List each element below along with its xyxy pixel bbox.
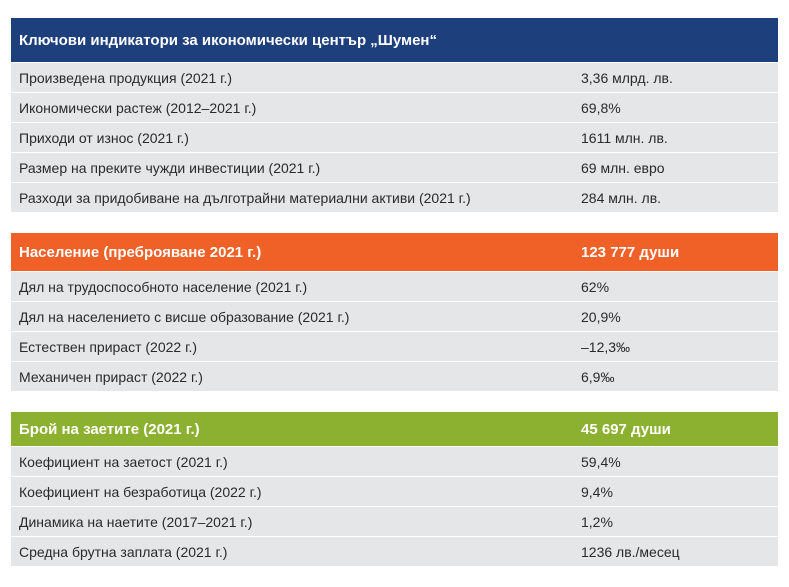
indicators-document: Ключови индикатори за икономически центъ… <box>11 18 778 587</box>
row-label: Коефициент на безработица (2022 г.) <box>19 483 262 500</box>
population-header: Население (преброяване 2021 г.) 123 777 … <box>11 233 778 271</box>
row-value: 284 млн. лв. <box>581 189 662 206</box>
row-value: 62% <box>581 278 610 295</box>
table-row: Коефициент на безработица (2022 г.) 9,4% <box>11 477 778 506</box>
table-row: Разходи за придобиване на дълготрайни ма… <box>11 183 778 212</box>
row-value: 69,8% <box>581 99 621 116</box>
row-value: 3,36 млрд. лв. <box>581 69 673 86</box>
row-label: Средна брутна заплата (2021 г.) <box>19 543 228 560</box>
economic-indicators-table: Ключови индикатори за икономически центъ… <box>11 18 778 212</box>
row-label: Коефициент на заетост (2021 г.) <box>19 453 228 470</box>
table-row: Икономически растеж (2012–2021 г.) 69,8% <box>11 93 778 122</box>
row-label: Дял на населението с висше образование (… <box>19 308 350 325</box>
economic-indicators-title: Ключови индикатори за икономически центъ… <box>11 18 778 62</box>
row-label: Размер на преките чужди инвестиции (2021… <box>19 159 321 176</box>
row-value: 1,2% <box>581 513 613 530</box>
table-row: Дял на населението с висше образование (… <box>11 302 778 331</box>
row-label: Дял на трудоспособното население (2021 г… <box>19 278 308 295</box>
row-value: 9,4% <box>581 483 613 500</box>
population-table: Население (преброяване 2021 г.) 123 777 … <box>11 233 778 391</box>
employment-table: Брой на заетите (2021 г.) 45 697 души Ко… <box>11 412 778 566</box>
row-label: Разходи за придобиване на дълготрайни ма… <box>19 189 471 206</box>
row-value: 59,4% <box>581 453 621 470</box>
population-header-label: Население (преброяване 2021 г.) <box>19 243 262 261</box>
table-row: Динамика на наетите (2017–2021 г.) 1,2% <box>11 507 778 536</box>
row-label: Механичен прираст (2022 г.) <box>19 368 203 385</box>
table-row: Приходи от износ (2021 г.) 1611 млн. лв. <box>11 123 778 152</box>
row-label: Икономически растеж (2012–2021 г.) <box>19 99 257 116</box>
employment-header-label: Брой на заетите (2021 г.) <box>19 420 200 438</box>
row-value: 6,9‰ <box>581 368 615 385</box>
table-row: Коефициент на заетост (2021 г.) 59,4% <box>11 447 778 476</box>
table-row: Механичен прираст (2022 г.) 6,9‰ <box>11 362 778 391</box>
table-row: Размер на преките чужди инвестиции (2021… <box>11 153 778 182</box>
employment-header: Брой на заетите (2021 г.) 45 697 души <box>11 412 778 446</box>
table-row: Произведена продукция (2021 г.) 3,36 млр… <box>11 63 778 92</box>
row-value: 1611 млн. лв. <box>581 129 668 146</box>
row-value: 20,9% <box>581 308 621 325</box>
row-value: –12,3‰ <box>581 338 631 355</box>
economic-indicators-title-text: Ключови индикатори за икономически центъ… <box>19 31 437 49</box>
employment-header-value: 45 697 души <box>581 420 671 438</box>
row-value: 1236 лв./месец <box>581 543 680 560</box>
row-label: Естествен прираст (2022 г.) <box>19 338 198 355</box>
row-label: Произведена продукция (2021 г.) <box>19 69 233 86</box>
table-row: Средна брутна заплата (2021 г.) 1236 лв.… <box>11 537 778 566</box>
table-row: Дял на трудоспособното население (2021 г… <box>11 272 778 301</box>
row-label: Динамика на наетите (2017–2021 г.) <box>19 513 253 530</box>
population-header-value: 123 777 души <box>581 243 680 261</box>
row-value: 69 млн. евро <box>581 159 665 176</box>
table-row: Естествен прираст (2022 г.) –12,3‰ <box>11 332 778 361</box>
row-label: Приходи от износ (2021 г.) <box>19 129 189 146</box>
